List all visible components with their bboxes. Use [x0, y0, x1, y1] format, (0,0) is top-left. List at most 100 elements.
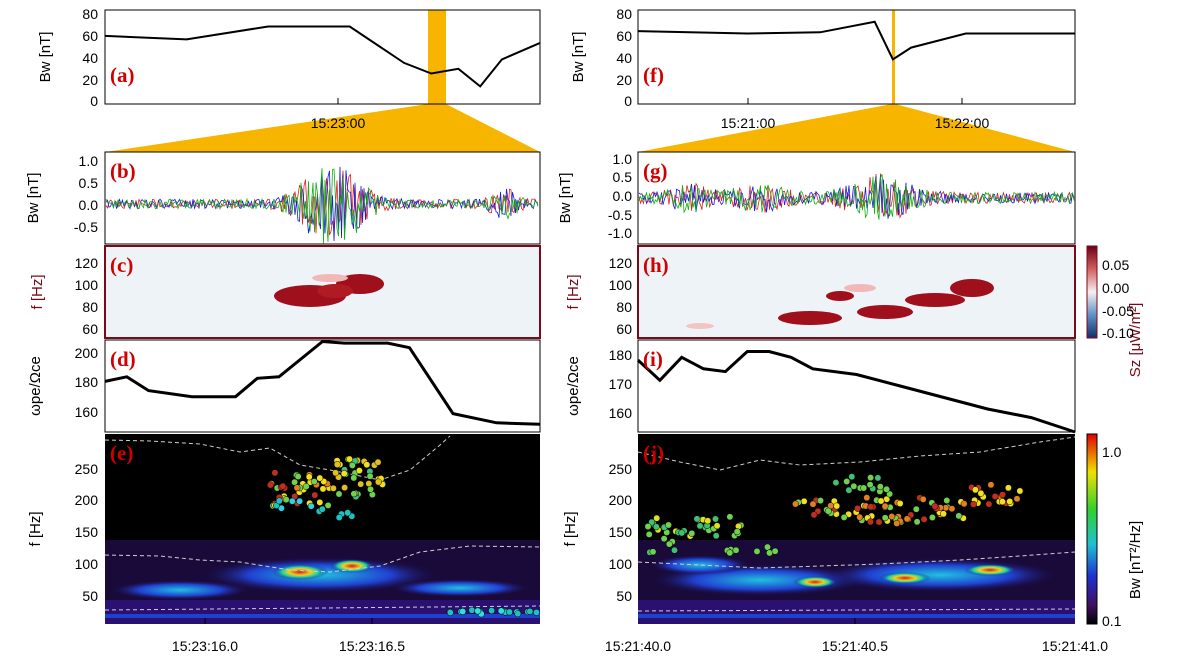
spectrum-dot [970, 500, 977, 508]
panel-c-blob [317, 284, 353, 298]
spectrum-dot [896, 500, 904, 507]
spectrum-dot [366, 472, 374, 480]
panel-d-ytick: 200 [75, 345, 99, 361]
panel-j-hotspot [964, 564, 1016, 576]
bw-colorbar-tick: 0.1 [1102, 613, 1122, 629]
panel-i-line [636, 350, 1076, 434]
spectrum-dot [1016, 487, 1024, 495]
panel-f-ytick: 40 [616, 50, 632, 66]
panel-h-halo [686, 323, 714, 329]
spectrum-dot [660, 535, 668, 543]
spectrum-dot [474, 607, 482, 615]
panel-a-ytick: 40 [82, 50, 98, 66]
highlight-band-a [428, 10, 446, 104]
panel-e-band [390, 579, 530, 597]
spectrum-dot [931, 502, 939, 510]
panel-h-ylabel: f [Hz] [565, 274, 582, 309]
sz-colorbar-tick: -0.05 [1102, 303, 1134, 319]
spectrum-dot [311, 491, 319, 499]
panel-a-ytick: 20 [82, 72, 98, 88]
panel-e-ytick: 200 [75, 492, 99, 508]
panel-h-ytick: 60 [616, 321, 632, 337]
panel-f-xtick: 15:22:00 [935, 115, 990, 131]
spectrum-dot [883, 485, 891, 493]
panel-e-ytick: 250 [75, 461, 99, 477]
panel-j-dashed-mid [637, 551, 1076, 569]
spectrum-dot [488, 607, 496, 615]
spectrum-dot [810, 511, 818, 519]
spectrum-dot [324, 501, 332, 509]
spectrum-dot [316, 498, 324, 506]
panel-d-label: (d) [110, 347, 136, 371]
sz-colorbar-tick: -0.10 [1102, 325, 1134, 341]
panel-i-ytick: 160 [609, 405, 633, 421]
spectrum-dot [733, 528, 741, 536]
panel-e-xtick: 15:23:16.0 [172, 638, 238, 654]
spectrum-dot [363, 461, 371, 469]
panel-d-ytick: 180 [75, 374, 99, 390]
spectrum-dot [294, 473, 302, 480]
spectrum-dot [940, 510, 947, 518]
spectrum-dot [340, 470, 348, 478]
spectrum-dot [374, 458, 382, 466]
panel-e-xtick: 15:23:16.5 [339, 638, 405, 654]
spectrum-dot [678, 529, 686, 537]
panel-j-spectrogram [637, 434, 1076, 624]
spectrum-dot [271, 469, 279, 477]
spectrum-dot [912, 505, 920, 513]
panel-a-line [104, 25, 541, 88]
spectrum-dot [335, 514, 343, 521]
panel-h-blob [950, 279, 994, 297]
panel-a-frame [104, 9, 541, 105]
spectrum-dot [335, 490, 343, 498]
panel-e-dashed-low [104, 605, 541, 611]
spectrum-dot [318, 505, 326, 513]
spectrum-dot [693, 515, 701, 523]
panel-a-ytick: 0 [90, 93, 98, 109]
waveform-component [638, 174, 1075, 220]
panel-b-ytick: 0.0 [79, 197, 99, 213]
spectrum-dot [275, 497, 283, 505]
spectrum-dot [948, 505, 956, 513]
spectrum-dot [840, 513, 848, 521]
spectrum-dot [266, 481, 274, 489]
spectrum-dot [726, 549, 734, 557]
spectrum-dot [843, 478, 851, 485]
spectrum-dot [696, 522, 704, 530]
panel-e-ytick: 150 [75, 524, 99, 540]
panel-i-ytick: 180 [609, 347, 633, 363]
panel-g-ylabel: Bw [nT] [557, 173, 574, 224]
panel-h-label: (h) [643, 253, 669, 277]
panel-j-xtick: 15:21:41.0 [1042, 638, 1108, 654]
panel-g-ytick: -1.0 [608, 225, 632, 241]
spectrum-dot [866, 481, 874, 489]
spectrum-dot [645, 530, 653, 538]
spectrum-dot [833, 502, 841, 510]
spectrum-dot [357, 480, 365, 488]
panel-a-label: (a) [110, 63, 135, 87]
panel-e-ytick: 50 [82, 588, 98, 604]
panel-e-hotspot [272, 564, 328, 580]
panel-e-dashed-mid [104, 545, 541, 573]
spectrum-dot [999, 491, 1006, 499]
spectrum-dot [943, 497, 951, 504]
panel-j-label: (j) [643, 441, 664, 465]
spectrum-dot [867, 518, 874, 526]
spectrum-dot [987, 481, 995, 489]
spectrum-dot [771, 547, 779, 555]
spectrum-dot [374, 478, 382, 486]
spectrum-dot [665, 540, 673, 548]
spectrum-dot [350, 474, 358, 482]
spectrum-dot [310, 478, 318, 486]
spectrum-dot [991, 492, 999, 500]
spectrum-dot [832, 479, 840, 487]
panel-b-ytick: -0.5 [74, 219, 98, 235]
panel-a-ytick: 60 [82, 28, 98, 44]
panel-f-xtick: 15:21:00 [721, 115, 776, 131]
panel-b-ylabel: Bw [nT] [25, 173, 42, 224]
panel-f-frame [637, 9, 1076, 105]
spectrum-dot [333, 461, 341, 468]
spectrum-dot [913, 518, 921, 526]
panel-h-heatmap [637, 245, 1076, 339]
